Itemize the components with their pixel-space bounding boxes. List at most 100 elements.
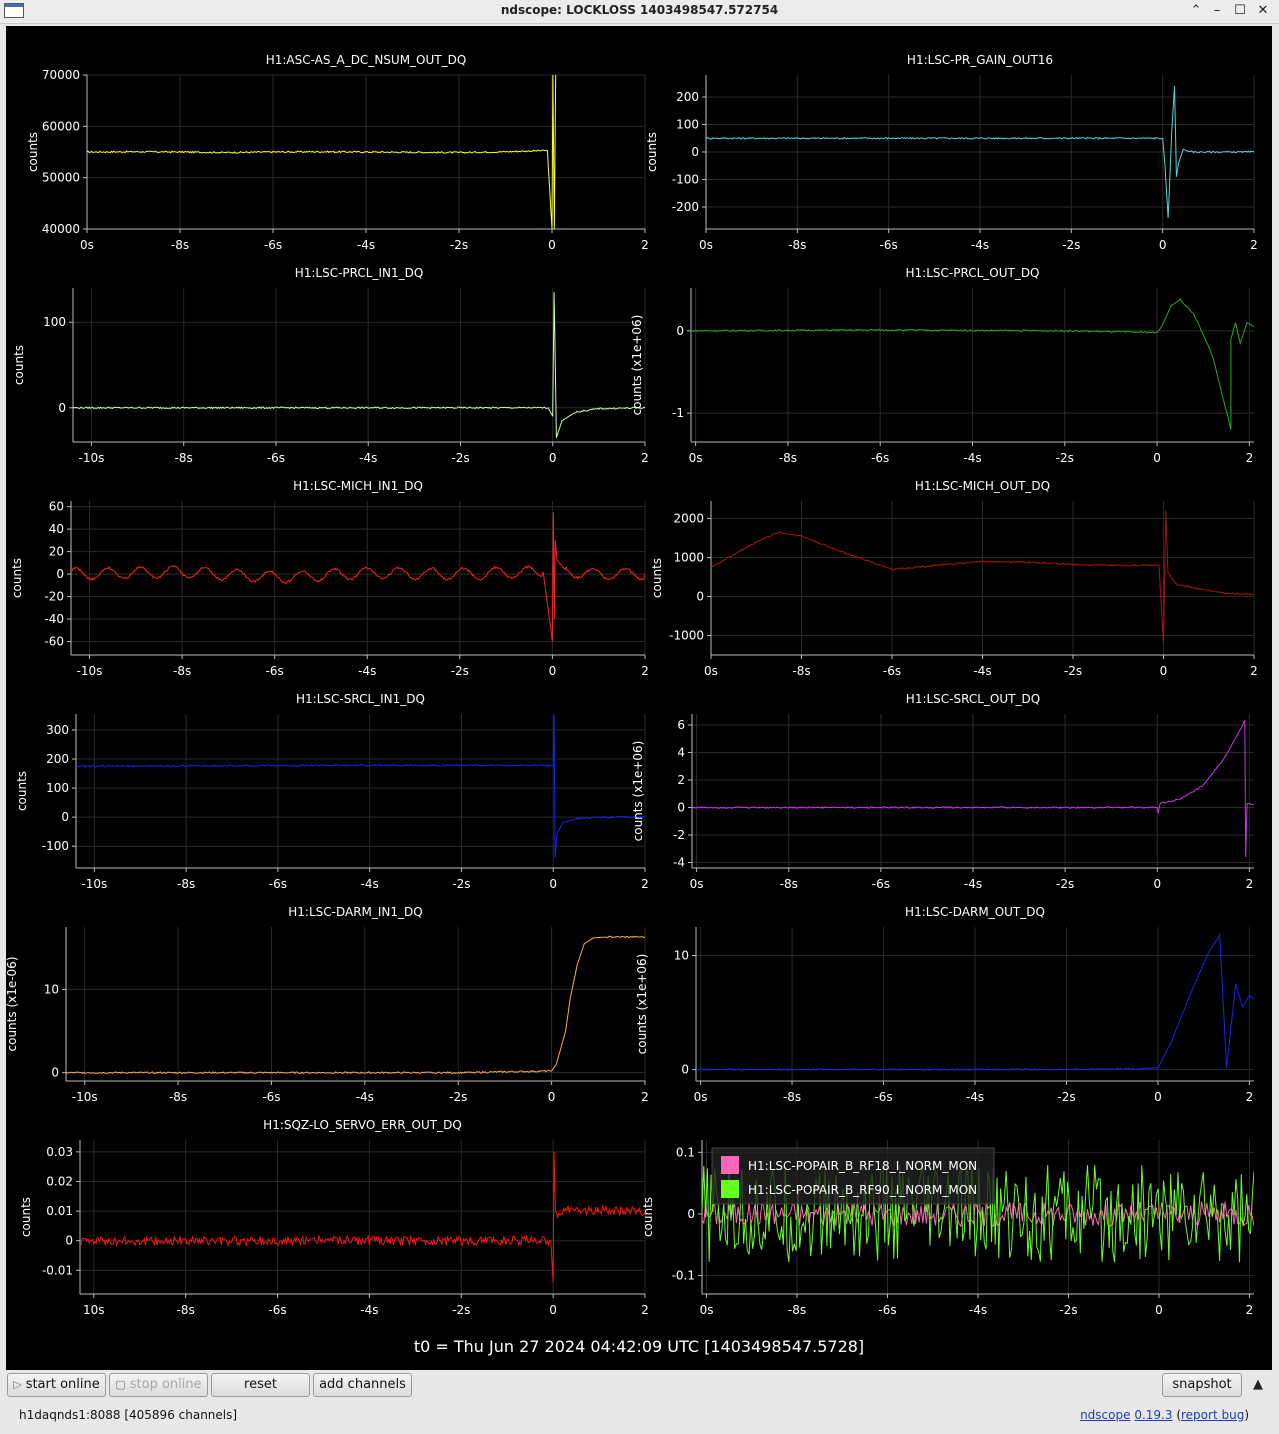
plot-title: H1:LSC-PR_GAIN_OUT16: [907, 53, 1053, 67]
y-tick-label: 0.02: [46, 1174, 73, 1188]
version-link[interactable]: 0.19.3: [1134, 1408, 1173, 1422]
series-line: [76, 715, 645, 858]
x-tick-label: 2: [1246, 1090, 1254, 1104]
y-axis-label: counts: [15, 771, 29, 811]
x-tick-label: 0: [1153, 877, 1161, 891]
y-tick-label: -0.01: [42, 1263, 73, 1277]
close-icon[interactable]: ✕: [1257, 3, 1269, 18]
x-tick-label: -4s: [973, 664, 991, 678]
x-tick-label: -6s: [880, 238, 898, 252]
expand-up-icon[interactable]: ▲: [1253, 1377, 1263, 1392]
y-tick-label: 200: [46, 752, 69, 766]
y-axis-label: counts: [641, 1197, 655, 1237]
x-tick-label: -8s: [779, 451, 797, 465]
x-tick-label: -4s: [360, 1303, 378, 1317]
x-tick-label: -10s: [81, 877, 107, 891]
x-tick-label: -2s: [450, 238, 468, 252]
y-tick-label: 200: [676, 90, 699, 104]
minimize-icon[interactable]: –: [1213, 3, 1221, 18]
add-channels-button[interactable]: add channels: [313, 1373, 412, 1397]
x-tick-label: 0s: [690, 877, 704, 891]
x-tick-label: -8s: [177, 1303, 195, 1317]
y-tick-label: 0: [691, 145, 699, 159]
x-tick-label: -2s: [1062, 238, 1080, 252]
bug-paren-open: (: [1172, 1408, 1181, 1422]
app-version-info: ndscope 0.19.3 (report bug): [1080, 1408, 1249, 1422]
y-axis-label: counts: [12, 345, 26, 385]
x-tick-label: 0: [549, 664, 557, 678]
x-tick-label: -6s: [268, 1303, 286, 1317]
x-tick-label: 0s: [80, 238, 94, 252]
y-tick-label: -200: [672, 200, 699, 214]
x-tick-label: 0: [1155, 1303, 1163, 1317]
y-tick-label: 100: [43, 315, 66, 329]
series-line: [696, 933, 1254, 1072]
x-tick-label: 0s: [700, 1303, 714, 1317]
x-tick-label: 2: [641, 877, 649, 891]
x-tick-label: -6s: [883, 664, 901, 678]
t0-label: t0 = Thu Jun 27 2024 04:42:09 UTC [14034…: [413, 1337, 865, 1356]
y-tick-label: -100: [672, 173, 699, 187]
x-tick-label: -4s: [963, 451, 981, 465]
stop-icon: ▢: [115, 1378, 126, 1391]
y-axis-label: counts: [19, 1197, 33, 1237]
x-tick-label: -10s: [77, 664, 103, 678]
y-tick-label: 0: [61, 810, 69, 824]
y-tick-label: 300: [46, 723, 69, 737]
window-menu-chevron-icon[interactable]: ⌃: [1190, 3, 1202, 18]
y-axis-label: counts: [10, 558, 24, 598]
y-tick-label: -0.1: [672, 1269, 695, 1283]
legend-entry: H1:LSC-POPAIR_B_RF90_I_NORM_MON: [748, 1183, 977, 1197]
y-tick-label: 0: [677, 801, 685, 815]
start-online-button[interactable]: ▷ start online: [7, 1373, 106, 1397]
x-tick-label: -6s: [267, 451, 285, 465]
y-tick-label: 4: [677, 746, 685, 760]
legend: H1:LSC-POPAIR_B_RF18_I_NORM_MON H1:LSC-PO…: [711, 1147, 995, 1205]
plots-svg[interactable]: H1:ASC-AS_A_DC_NSUM_OUT_DQcounts40000500…: [6, 26, 1272, 1370]
y-axis-label: counts (x1e+06): [635, 954, 649, 1055]
plot-grid[interactable]: H1:ASC-AS_A_DC_NSUM_OUT_DQ counts 40000 500…: [6, 26, 1272, 1370]
x-tick-label: 10s: [83, 1303, 105, 1317]
y-axis-label: counts: [645, 132, 659, 172]
y-tick-label: 0.03: [46, 1145, 73, 1159]
series-line: [66, 935, 645, 1075]
y-tick-label: -40: [44, 612, 64, 626]
stop-online-label: stop online: [129, 1377, 202, 1392]
plot-title: H1:LSC-PRCL_IN1_DQ: [295, 266, 424, 280]
y-tick-label: -20: [44, 590, 64, 604]
series-line: [73, 292, 645, 438]
plot-title: H1:LSC-DARM_IN1_DQ: [288, 905, 422, 919]
x-tick-label: -4s: [964, 877, 982, 891]
stop-online-button[interactable]: ▢ stop online: [109, 1373, 208, 1397]
x-tick-label: 0: [1154, 1090, 1162, 1104]
x-tick-label: -6s: [264, 238, 282, 252]
y-tick-label: -60: [44, 635, 64, 649]
x-tick-label: 0: [549, 877, 557, 891]
maximize-icon[interactable]: ☐: [1234, 3, 1246, 18]
y-axis-label: counts (x1e+06): [631, 741, 645, 842]
y-tick-label: 20: [49, 545, 64, 559]
y-axis-label: counts (x1e+06): [630, 315, 644, 416]
x-tick-label: -4s: [356, 1090, 374, 1104]
reset-button[interactable]: reset: [211, 1373, 310, 1397]
ndscope-link[interactable]: ndscope: [1080, 1408, 1131, 1422]
x-tick-label: -8s: [783, 1090, 801, 1104]
x-tick-label: 2: [641, 451, 649, 465]
x-tick-label: -2s: [452, 1303, 470, 1317]
y-tick-label: 0: [56, 567, 64, 581]
plot-title: H1:LSC-DARM_OUT_DQ: [905, 905, 1045, 919]
snapshot-button[interactable]: snapshot: [1162, 1373, 1242, 1397]
y-tick-label: 0.01: [46, 1204, 73, 1218]
x-tick-label: 0: [1153, 451, 1161, 465]
report-bug-link[interactable]: report bug: [1181, 1408, 1245, 1422]
x-tick-label: -8s: [169, 1090, 187, 1104]
y-axis-label: counts: [650, 558, 664, 598]
x-tick-label: -10s: [72, 1090, 98, 1104]
y-tick-label: 0: [676, 324, 684, 338]
x-tick-label: -6s: [874, 1090, 892, 1104]
x-tick-label: 2: [1246, 451, 1254, 465]
legend-box: [711, 1147, 995, 1205]
